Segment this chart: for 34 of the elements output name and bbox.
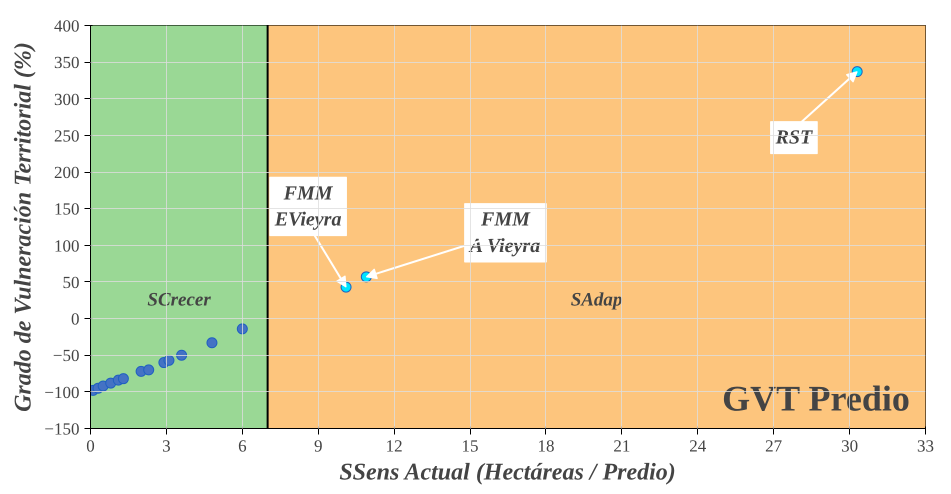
y-tick-label: 350 [54, 53, 80, 72]
x-tick-label: 30 [841, 436, 858, 456]
annotation: RST [774, 126, 814, 149]
x-tick-label: 9 [314, 436, 322, 456]
y-tick-label: 100 [54, 236, 80, 256]
annotation: FMM EVieyra [274, 182, 342, 231]
x-axis-title: SSens Actual (Hectáreas / Predio) [339, 460, 676, 486]
annotation: GVT Predio [722, 378, 910, 418]
y-tick-label: −100 [44, 382, 80, 402]
point [143, 364, 154, 376]
y-tick-label: 300 [54, 90, 80, 109]
x-tick-label: 27 [765, 436, 783, 456]
y-tick-label: −150 [44, 420, 80, 438]
band-label: SAdap [570, 290, 622, 311]
band-label: SCrecer [147, 290, 212, 311]
x-tick-label: 18 [537, 436, 554, 456]
point [206, 337, 218, 348]
y-tick-label: 150 [54, 200, 80, 219]
x-tick-label: 6 [238, 436, 247, 456]
y-tick-label: 0 [71, 310, 80, 329]
y-tick-label: −50 [52, 346, 80, 366]
x-tick-label: 12 [386, 436, 403, 456]
point [118, 373, 129, 384]
y-tick-label: 400 [54, 16, 80, 36]
x-tick-label: 0 [86, 436, 95, 456]
x-tick-label: 15 [462, 436, 479, 456]
y-axis-title: Grado de Vulneración Territorial (%) [10, 42, 36, 412]
y-tick-label: 250 [54, 126, 80, 146]
y-tick-label: 50 [62, 272, 80, 292]
y-tick-label: 200 [54, 163, 80, 182]
x-tick-label: 24 [689, 436, 707, 456]
x-tick-label: 21 [613, 436, 630, 456]
x-tick-label: 33 [917, 436, 934, 456]
x-tick-label: 3 [162, 436, 171, 456]
